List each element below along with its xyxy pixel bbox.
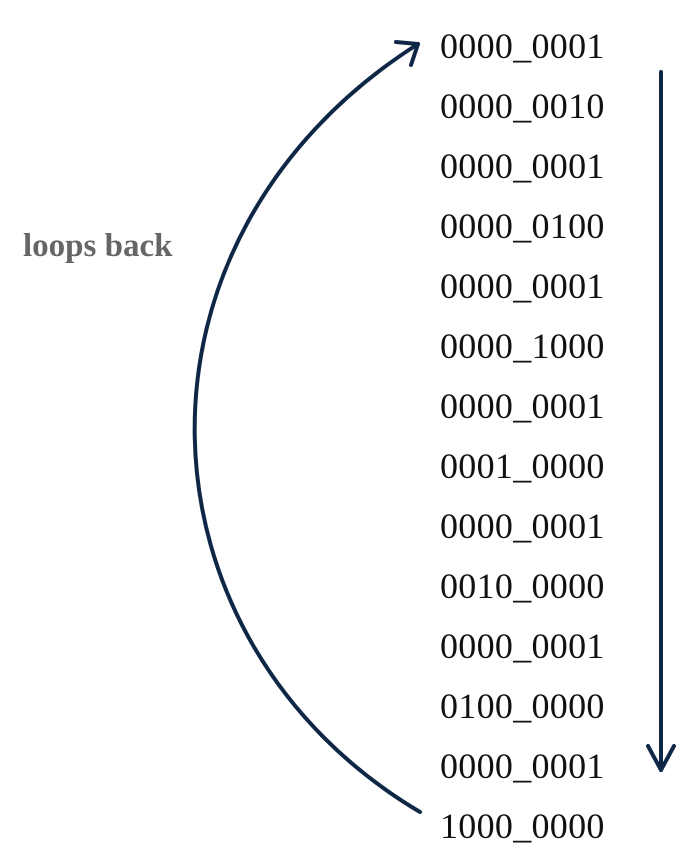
sequence-item: 0000_0100 xyxy=(440,206,605,246)
curved-arrow-head-icon xyxy=(394,40,420,67)
sequence-item: 0000_0001 xyxy=(440,26,605,66)
sequence-item: 0000_0001 xyxy=(440,386,605,426)
down-arrow-head-icon xyxy=(646,744,676,772)
sequence-item: 0000_0001 xyxy=(440,746,605,786)
sequence-item: 0000_1000 xyxy=(440,326,605,366)
binary-sequence-list: 0000_0001 0000_0010 0000_0001 0000_0100 0000… xyxy=(440,16,605,856)
sequence-item: 0010_0000 xyxy=(440,566,605,606)
sequence-item: 0000_0010 xyxy=(440,86,605,126)
sequence-item: 0000_0001 xyxy=(440,626,605,666)
sequence-item: 0000_0001 xyxy=(440,146,605,186)
sequence-item: 1000_0000 xyxy=(440,806,605,846)
sequence-item: 0100_0000 xyxy=(440,686,605,726)
loops-back-label: loops back xyxy=(23,228,173,264)
sequence-item: 0000_0001 xyxy=(440,506,605,546)
sequence-item: 0000_0001 xyxy=(440,266,605,306)
curved-arrow-icon xyxy=(192,42,422,814)
sequence-item: 0001_0000 xyxy=(440,446,605,486)
